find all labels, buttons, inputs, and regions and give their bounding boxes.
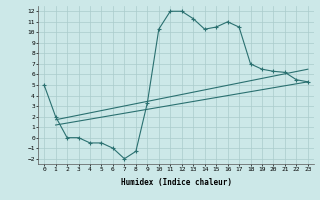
X-axis label: Humidex (Indice chaleur): Humidex (Indice chaleur) (121, 178, 231, 187)
